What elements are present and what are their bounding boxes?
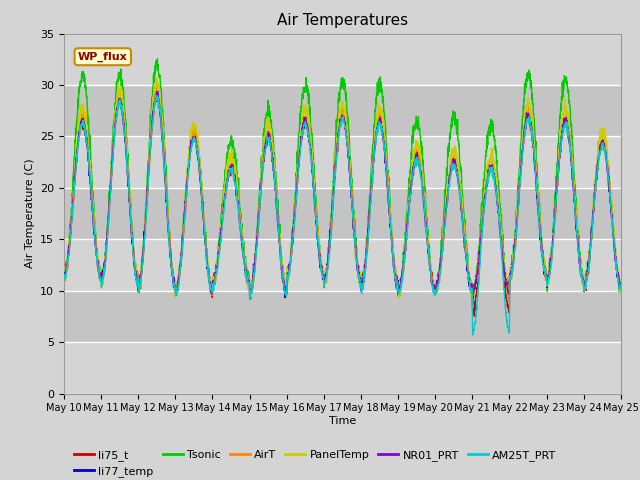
Y-axis label: Air Temperature (C): Air Temperature (C) xyxy=(24,159,35,268)
Bar xyxy=(64,342,621,394)
X-axis label: Time: Time xyxy=(329,416,356,426)
Bar xyxy=(64,240,621,291)
Legend: li75_t, li77_temp, Tsonic, AirT, PanelTemp, NR01_PRT, AM25T_PRT: li75_t, li77_temp, Tsonic, AirT, PanelTe… xyxy=(70,445,561,480)
Bar xyxy=(64,188,621,240)
Bar xyxy=(64,34,621,85)
Bar xyxy=(64,291,621,342)
Bar xyxy=(64,136,621,188)
Bar xyxy=(64,85,621,136)
Text: WP_flux: WP_flux xyxy=(78,51,127,62)
Title: Air Temperatures: Air Temperatures xyxy=(277,13,408,28)
